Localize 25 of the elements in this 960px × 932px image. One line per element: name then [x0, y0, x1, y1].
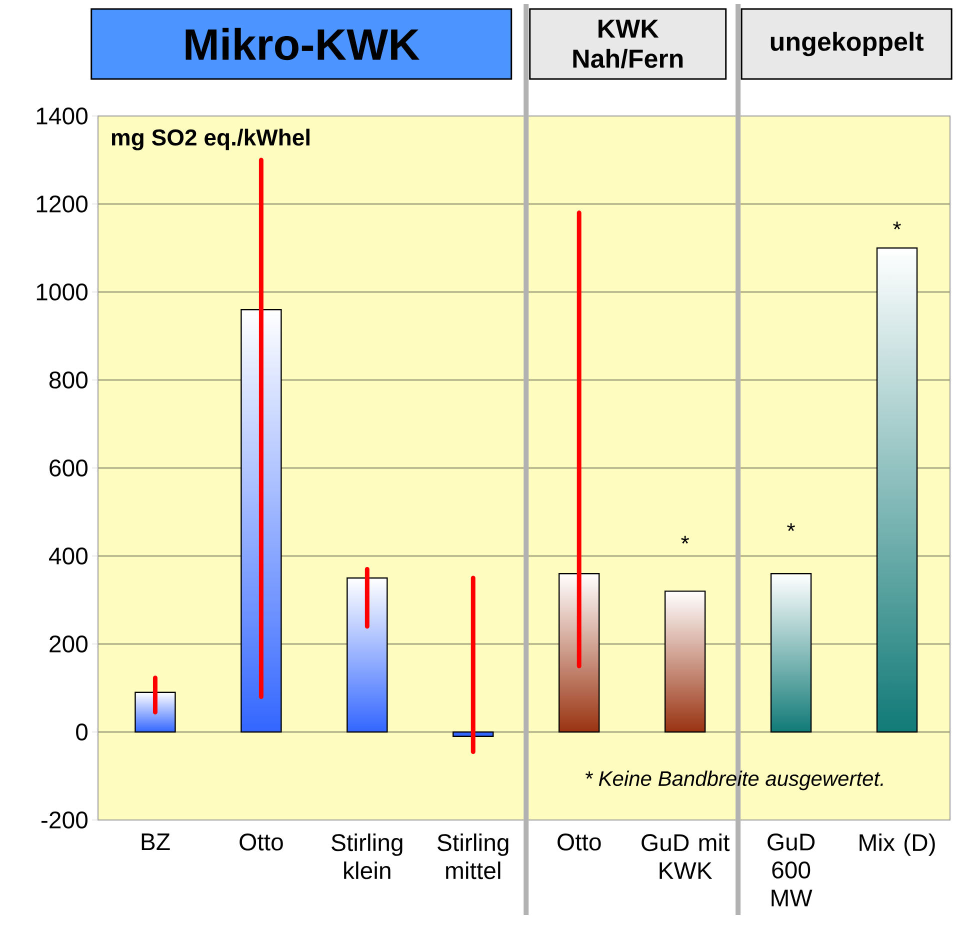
y-tick-label: 1200 — [36, 196, 88, 212]
annotation: * — [681, 536, 690, 544]
y-tick-label: 200 — [50, 636, 88, 652]
y-tick-label: -200 — [42, 812, 88, 828]
x-tick-label: GuD 600 MW — [768, 834, 815, 906]
y-tick-label: 800 — [49, 372, 88, 388]
x-tick-label: Mix (D) — [860, 834, 935, 856]
text: Mikro-KWK — [186, 28, 420, 60]
x-tick-label: Otto — [558, 834, 601, 851]
text: KWK Nah/Fern — [573, 20, 683, 68]
x-tick-label: Stirling mittel — [438, 834, 508, 880]
y-axis-title: mg SO2 eq./kWhel — [112, 128, 310, 150]
annotation: * — [787, 523, 795, 531]
y-tick-label: 0 — [76, 724, 88, 740]
y-tick-label: 1000 — [36, 284, 88, 300]
y-tick-label: 1400 — [36, 108, 88, 124]
y-tick-label: 600 — [50, 460, 88, 476]
x-tick-label: GuD mit KWK — [642, 834, 730, 879]
x-tick-label: Otto — [240, 834, 283, 851]
annotation: * — [893, 222, 901, 230]
x-tick-label: Stirling klein — [332, 834, 402, 880]
text: ungekoppelt — [770, 32, 924, 56]
y-tick-label: 400 — [48, 548, 88, 564]
x-tick-label: BZ — [142, 834, 170, 850]
annotation: * Keine Bandbreite ausgewertet. — [586, 770, 883, 790]
